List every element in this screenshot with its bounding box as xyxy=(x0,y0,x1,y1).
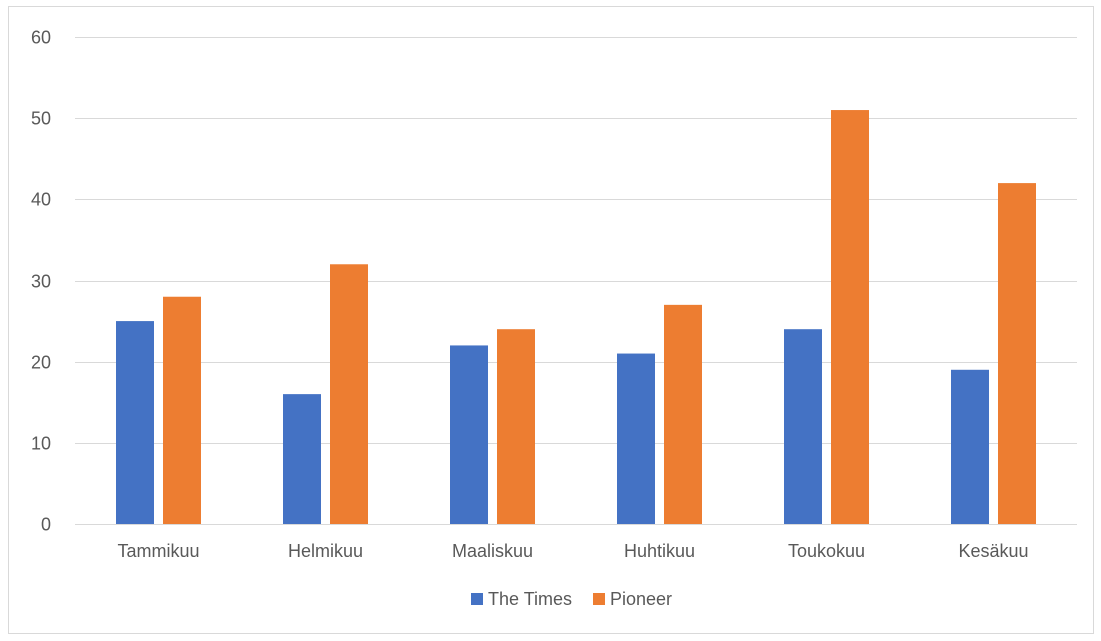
bar-chart: 0 10 20 30 40 50 60 Tammikuu Helmikuu Maaliskuu H… xyxy=(31,28,1077,609)
x-category-label: Helmikuu xyxy=(288,541,363,561)
bar-pioneer xyxy=(497,329,535,524)
y-tick-label: 0 xyxy=(41,515,51,535)
chart-area: 0 10 20 30 40 50 60 Tammikuu Helmikuu Maaliskuu H… xyxy=(8,6,1094,634)
bar-the-times xyxy=(450,345,488,524)
x-axis-category-labels: Tammikuu Helmikuu Maaliskuu Huhtikuu Toukoku… xyxy=(117,541,1028,561)
y-tick-label: 50 xyxy=(31,109,51,129)
x-category-label: Kesäkuu xyxy=(958,541,1028,561)
legend: The Times Pioneer xyxy=(471,589,672,609)
legend-swatch-pioneer xyxy=(593,593,605,605)
y-tick-label: 40 xyxy=(31,190,51,210)
x-category-label: Huhtikuu xyxy=(624,541,695,561)
bar-the-times xyxy=(283,394,321,524)
bar-pioneer xyxy=(831,110,869,525)
y-axis-tick-labels: 0 10 20 30 40 50 60 xyxy=(31,28,51,535)
legend-label-the-times: The Times xyxy=(488,589,572,609)
bar-the-times xyxy=(617,353,655,524)
x-category-label: Tammikuu xyxy=(117,541,199,561)
y-tick-label: 60 xyxy=(31,28,51,48)
bar-the-times xyxy=(784,329,822,524)
bar-pioneer xyxy=(330,264,368,524)
bar-pioneer xyxy=(163,296,201,524)
x-category-label: Maaliskuu xyxy=(452,541,533,561)
bar-the-times xyxy=(951,369,989,524)
bar-pioneer xyxy=(998,183,1036,524)
bars xyxy=(116,110,1036,525)
gridlines xyxy=(75,37,1077,525)
bar-the-times xyxy=(116,321,154,524)
legend-label-pioneer: Pioneer xyxy=(610,589,672,609)
y-tick-label: 10 xyxy=(31,434,51,454)
bar-pioneer xyxy=(664,304,702,524)
y-tick-label: 20 xyxy=(31,353,51,373)
y-tick-label: 30 xyxy=(31,272,51,292)
x-category-label: Toukokuu xyxy=(788,541,865,561)
legend-swatch-the-times xyxy=(471,593,483,605)
